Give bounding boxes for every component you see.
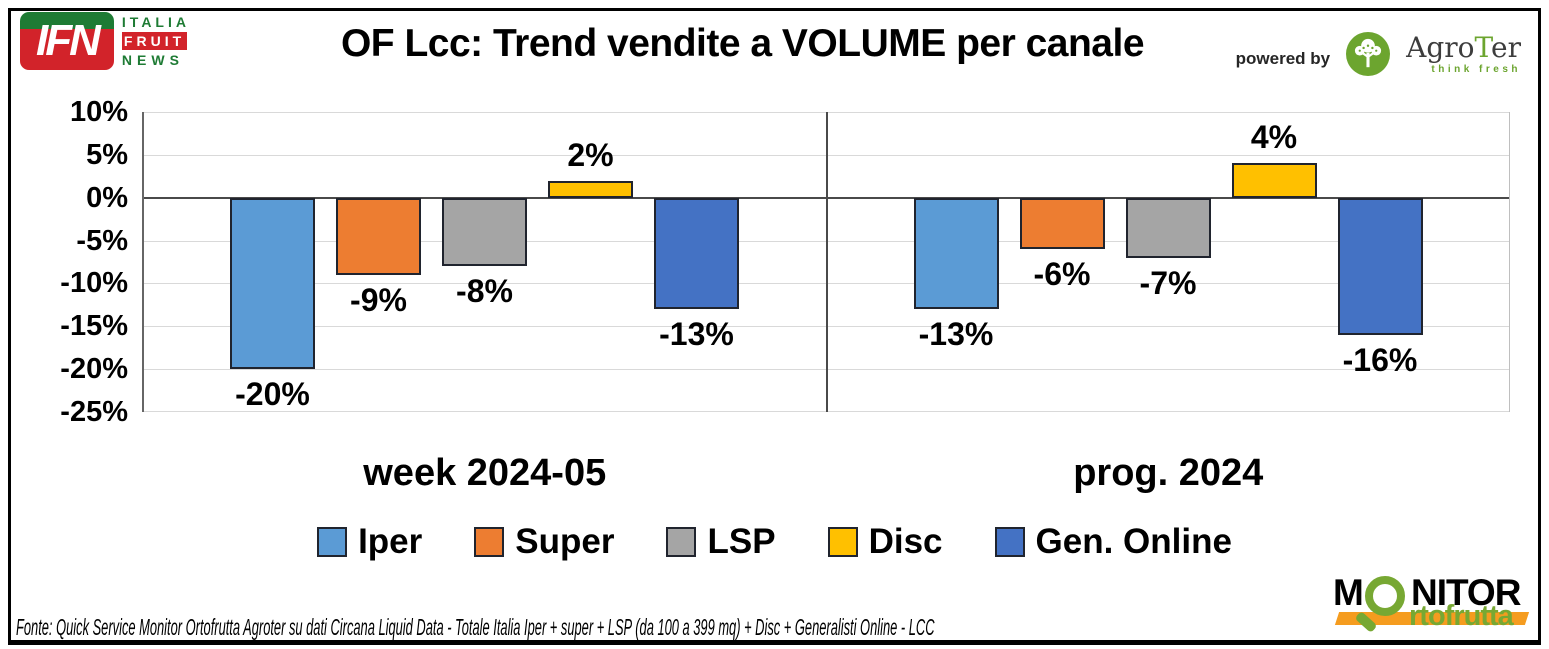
ifn-italia-label: ITALIA [121, 14, 190, 30]
legend-label: LSP [707, 522, 776, 561]
legend-label: Super [515, 522, 615, 561]
y-tick-label: -20% [60, 353, 128, 386]
monitor-nitor-label: NITOR [1411, 572, 1521, 613]
plot-area: -20% -9% -8% 2% -13% -13% -6% -7% 4% -16% [142, 112, 1510, 413]
y-axis: 10% 5% 0% -5% -10% -15% -20% -25% [0, 96, 128, 428]
bar-lsp-prog-2024 [1125, 197, 1211, 258]
powered-by-label: powered by [1235, 49, 1331, 68]
bar-gen-online-week-2024-05 [654, 197, 739, 310]
category-axis: week 2024-05 prog. 2024 [143, 452, 1510, 500]
bar-value-label: -16% [1342, 341, 1418, 378]
bar-super-prog-2024 [1019, 197, 1105, 250]
bar-value-label: -7% [1139, 264, 1197, 301]
legend-label: Disc [868, 522, 943, 561]
category-label-prog-2024: prog. 2024 [1073, 452, 1264, 494]
legend-swatch-lsp [666, 527, 697, 557]
agroter-name: AgroTer [1406, 31, 1521, 64]
ifn-logo-text: IFN [36, 16, 101, 65]
bar-value-label: -20% [235, 376, 310, 413]
y-tick-label: 5% [86, 138, 128, 171]
group-divider [825, 112, 828, 412]
category-label-week-2024-05: week 2024-05 [363, 452, 607, 494]
bar-iper-week-2024-05 [230, 197, 315, 370]
bar-value-label: 4% [1250, 119, 1298, 156]
bar-value-label: 2% [567, 136, 614, 173]
legend-item-iper: Iper [317, 522, 422, 562]
ifn-news-label: NEWS [121, 52, 184, 68]
powered-by-block: powered by AgroTer think fresh [1236, 32, 1521, 76]
chart-title: OF Lcc: Trend vendite a VOLUME per canal… [340, 22, 1145, 65]
y-tick-label: -10% [60, 267, 128, 300]
legend-label: Iper [358, 522, 423, 561]
y-axis-line [142, 112, 144, 412]
bar-value-label: -9% [350, 281, 407, 318]
agroter-logo: AgroTer think fresh [1406, 31, 1521, 76]
magnifier-lens-icon [1365, 576, 1405, 616]
legend-swatch-disc [827, 527, 858, 557]
agroter-tree-icon [1346, 32, 1391, 76]
legend: Iper Super LSP Disc Gen. Online [0, 522, 1549, 562]
legend-label: Gen. Online [1035, 522, 1232, 561]
legend-swatch-iper [317, 527, 348, 557]
plot-right-edge [1509, 112, 1510, 412]
monitor-ortofrutta-logo: M NITOR rtofrutta [1333, 574, 1531, 640]
legend-item-lsp: LSP [666, 522, 776, 562]
bar-disc-prog-2024 [1231, 163, 1317, 198]
bar-super-week-2024-05 [336, 197, 421, 275]
agroter-tagline: think fresh [1431, 64, 1521, 75]
ifn-fruit-label: FRUIT [121, 32, 188, 50]
bar-value-label: -13% [659, 316, 734, 353]
bar-gen-online-prog-2024 [1337, 197, 1423, 335]
ifn-logo-mark: IFN [20, 12, 114, 70]
legend-item-gen-online: Gen. Online [994, 522, 1232, 562]
legend-swatch-gen-online [994, 527, 1025, 557]
monitor-m-label: M [1333, 572, 1364, 613]
bar-value-label: -8% [456, 273, 513, 310]
y-tick-label: 10% [69, 96, 128, 128]
monitor-ortofrutta-label: rtofrutta [1409, 600, 1514, 632]
legend-item-super: Super [474, 522, 614, 562]
ifn-logo: IFN ITALIA FRUIT NEWS [20, 12, 190, 70]
y-tick-label: -15% [60, 310, 128, 343]
y-tick-label: -25% [60, 396, 128, 428]
bar-value-label: -6% [1033, 256, 1091, 293]
ifn-logo-words: ITALIA FRUIT NEWS [121, 12, 190, 70]
bar-lsp-week-2024-05 [442, 197, 527, 267]
bar-value-label: -13% [918, 316, 994, 353]
bar-disc-week-2024-05 [548, 180, 633, 198]
y-tick-label: -5% [76, 224, 128, 257]
source-note: Fonte: Quick Service Monitor Ortofrutta … [16, 614, 935, 640]
legend-swatch-super [474, 527, 505, 557]
legend-item-disc: Disc [827, 522, 943, 562]
bar-iper-prog-2024 [913, 197, 999, 310]
y-tick-label: 0% [86, 181, 128, 214]
